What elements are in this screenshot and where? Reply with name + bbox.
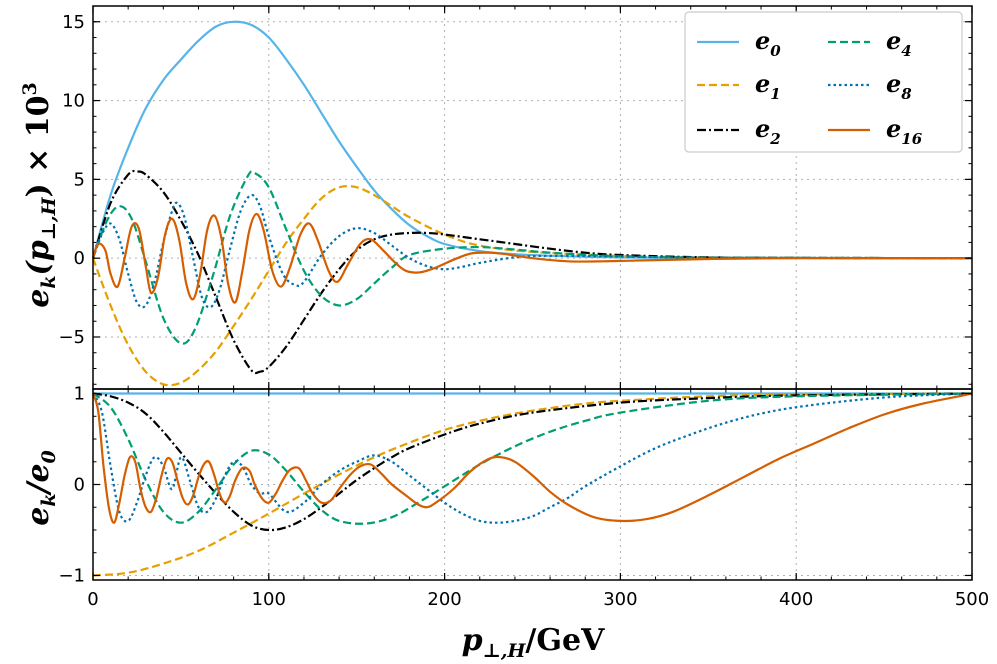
top-ylabel-arg: (p	[21, 240, 56, 275]
bottom-series-group	[91, 392, 973, 577]
legend-label-main: e	[886, 69, 901, 98]
bottom-panel: 0 100 200 300 400 500−101	[58, 384, 989, 610]
legend-label-main: e	[886, 114, 901, 143]
series-line-e2-bottom	[92, 392, 973, 532]
legend-label-e2: e2	[755, 114, 781, 148]
y-tick-label: 0	[74, 248, 85, 269]
x-tick-label: 100	[252, 589, 286, 610]
legend-box	[684, 11, 963, 153]
top-ylabel-main: e	[21, 289, 56, 308]
bot-ylabel-sub2: 0	[38, 450, 60, 463]
legend-label-e4: e4	[886, 26, 912, 60]
legend-label-e0: e0	[755, 26, 781, 60]
series-line-e1-bottom	[92, 392, 973, 577]
y-tick-label: 1	[74, 384, 85, 405]
legend-label-main: e	[755, 26, 770, 55]
legend-label-main: e	[755, 69, 770, 98]
x-tick-label: 0	[87, 589, 98, 610]
top-series-group	[91, 20, 973, 387]
legend-label-sub: 8	[901, 85, 912, 103]
legend-label-main: e	[755, 114, 770, 143]
y-tick-label: 0	[74, 475, 85, 496]
series-line-e0-top	[91, 20, 973, 260]
x-tick-label: 300	[603, 589, 637, 610]
series-line-e4-bottom	[92, 392, 973, 525]
legend-label-sub: 1	[770, 85, 780, 103]
series-line-e16-bottom	[91, 392, 973, 524]
top-ylabel-arg-sub: ⊥,H	[38, 196, 60, 240]
xlabel-tail: /GeV	[525, 623, 605, 658]
legend-label-e1: e1	[755, 69, 781, 103]
bottom-ticks: 0 100 200 300 400 500−101	[58, 384, 989, 610]
xlabel-main: p	[462, 623, 483, 658]
series-line-e4-top	[91, 170, 973, 345]
top-ylabel-sub: k	[38, 275, 60, 288]
x-tick-label: 500	[955, 589, 989, 610]
legend-label-sub: 0	[770, 42, 781, 60]
bottom-y-axis-label: ek/e0	[21, 450, 60, 526]
bot-ylabel-sub: k	[38, 494, 60, 507]
legend-label-e16: e16	[886, 114, 923, 148]
series-line-e1-top	[91, 184, 973, 387]
series-line-e2-top	[91, 170, 973, 375]
bottom-grid	[93, 389, 972, 580]
legend-label-e8: e8	[886, 69, 912, 103]
xlabel-sub: ⊥,H	[483, 640, 527, 662]
y-tick-label: −1	[58, 565, 85, 586]
top-ylabel-tail: ) × 10	[21, 96, 56, 198]
top-y-axis-label: ek(p⊥,H) × 103	[19, 82, 60, 307]
top-ylabel-sup: 3	[19, 82, 41, 95]
series-line-e16-top	[91, 212, 973, 304]
y-tick-label: 15	[62, 12, 85, 33]
legend-label-sub: 4	[901, 42, 911, 60]
legend-label-main: e	[886, 26, 901, 55]
legend-label-sub: 2	[769, 130, 780, 148]
x-axis-label: p⊥,H/GeV	[462, 623, 605, 662]
legend-label-sub: 16	[901, 130, 922, 148]
y-tick-label: −5	[58, 327, 85, 348]
bot-ylabel-mid: /e	[21, 463, 56, 496]
y-tick-label: 5	[74, 169, 85, 190]
x-tick-label: 200	[427, 589, 461, 610]
y-tick-label: 10	[62, 91, 85, 112]
bot-ylabel-main: e	[21, 507, 56, 526]
x-tick-label: 400	[779, 589, 813, 610]
